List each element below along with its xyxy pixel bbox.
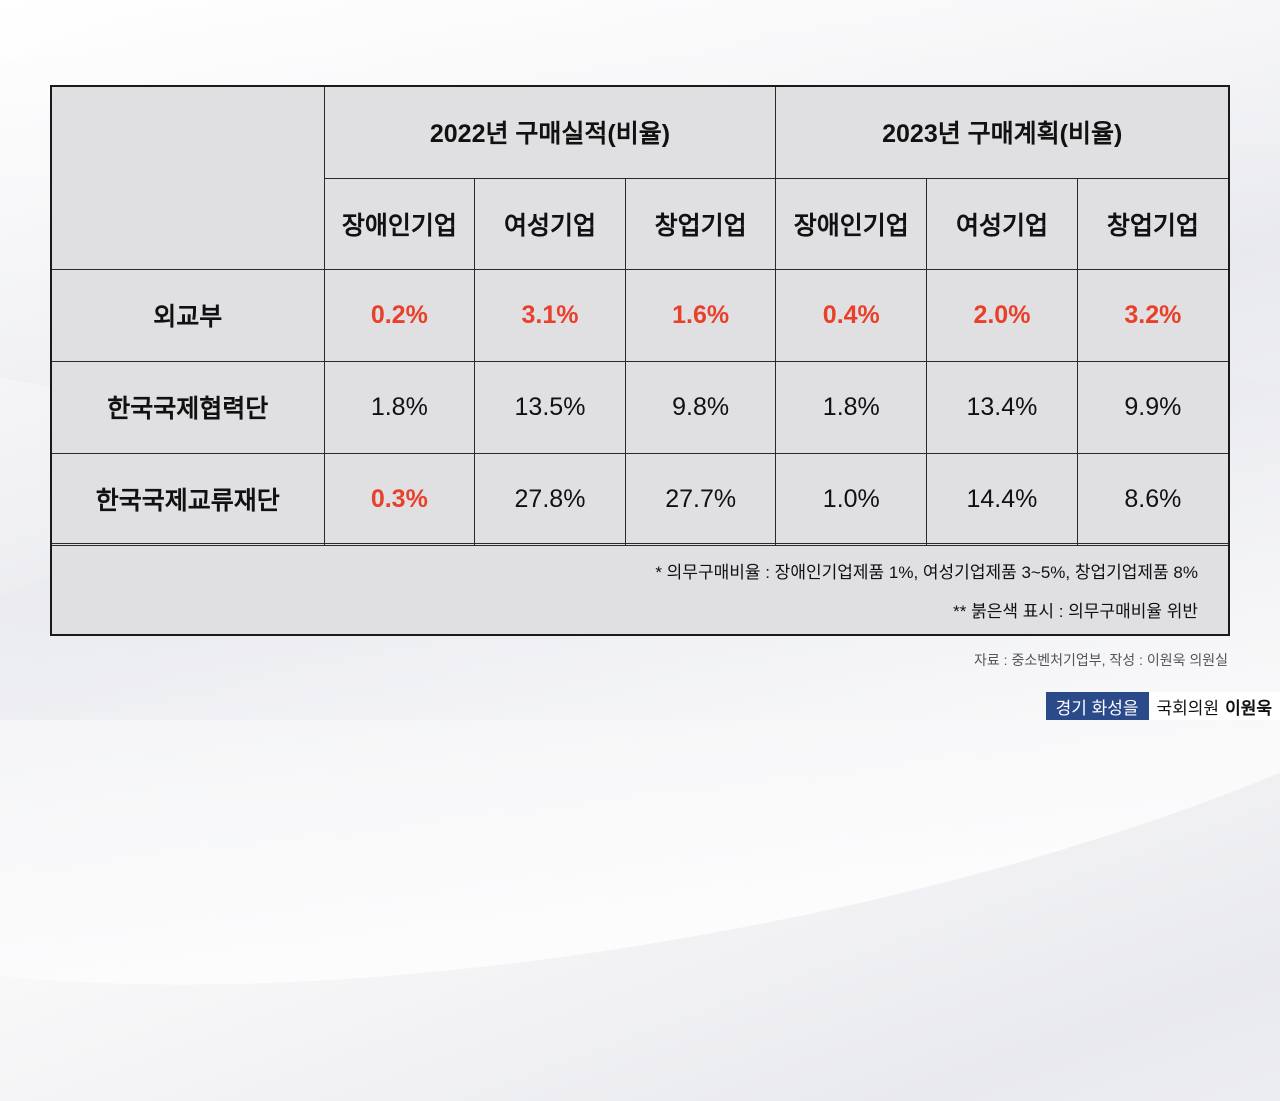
sub-header: 장애인기업 xyxy=(324,177,476,270)
value-cell: 27.8% xyxy=(474,452,626,546)
value-cell: 3.1% xyxy=(474,268,626,362)
sub-header: 창업기업 xyxy=(1076,177,1228,270)
value-cell: 0.2% xyxy=(323,268,476,362)
sub-header: 여성기업 xyxy=(474,177,626,270)
procurement-table: 2022년 구매실적(비율) 2023년 구매계획(비율) 장애인기업 여성기업… xyxy=(50,85,1230,636)
value-cell: 1.0% xyxy=(775,452,928,546)
org-name: 외교부 xyxy=(52,268,325,362)
org-name: 한국국제협력단 xyxy=(52,360,325,454)
value-cell: 3.2% xyxy=(1076,268,1228,362)
value-cell: 14.4% xyxy=(926,452,1078,546)
source-caption: 자료 : 중소벤처기업부, 작성 : 이원욱 의원실 xyxy=(974,652,1228,668)
value-cell: 9.9% xyxy=(1076,360,1228,454)
footnotes: * 의무구매비율 : 장애인기업제품 1%, 여성기업제품 3~5%, 창업기업… xyxy=(52,543,1228,634)
value-cell: 13.4% xyxy=(926,360,1078,454)
value-cell: 1.8% xyxy=(323,360,476,454)
sub-header: 여성기업 xyxy=(926,177,1078,270)
value-cell: 8.6% xyxy=(1076,452,1228,546)
value-cell: 0.3% xyxy=(323,452,476,546)
sub-header: 장애인기업 xyxy=(775,177,928,270)
corner-cell xyxy=(52,87,325,270)
member-label: 국회의원 이원욱 xyxy=(1148,692,1280,720)
value-cell: 0.4% xyxy=(775,268,928,362)
value-cell: 1.6% xyxy=(624,268,777,362)
footnote-obligation: * 의무구매비율 : 장애인기업제품 1%, 여성기업제품 3~5%, 창업기업… xyxy=(655,563,1198,582)
sub-header: 창업기업 xyxy=(624,177,777,270)
member-title: 국회의원 xyxy=(1156,698,1220,718)
table-row: 한국국제협력단 1.8% 13.5% 9.8% 1.8% 13.4% 9.9% xyxy=(52,360,1228,454)
footnote-red-legend: ** 붉은색 표시 : 의무구매비율 위반 xyxy=(953,602,1198,621)
data-table: 2022년 구매실적(비율) 2023년 구매계획(비율) 장애인기업 여성기업… xyxy=(52,87,1228,546)
value-cell: 27.7% xyxy=(624,452,777,546)
org-name: 한국국제교류재단 xyxy=(52,452,325,546)
value-cell: 1.8% xyxy=(775,360,928,454)
value-cell: 2.0% xyxy=(926,268,1078,362)
table-row: 한국국제교류재단 0.3% 27.8% 27.7% 1.0% 14.4% 8.6… xyxy=(52,452,1228,546)
group-header-2023: 2023년 구매계획(비율) xyxy=(775,87,1228,179)
member-badge: 경기 화성을 국회의원 이원욱 xyxy=(1045,692,1280,720)
value-cell: 13.5% xyxy=(474,360,626,454)
member-name: 이원욱 xyxy=(1225,698,1272,718)
value-cell: 9.8% xyxy=(624,360,777,454)
group-header-2022: 2022년 구매실적(비율) xyxy=(323,87,777,179)
table-row: 외교부 0.2% 3.1% 1.6% 0.4% 2.0% 3.2% xyxy=(52,268,1228,362)
district-label: 경기 화성을 xyxy=(1045,692,1149,720)
